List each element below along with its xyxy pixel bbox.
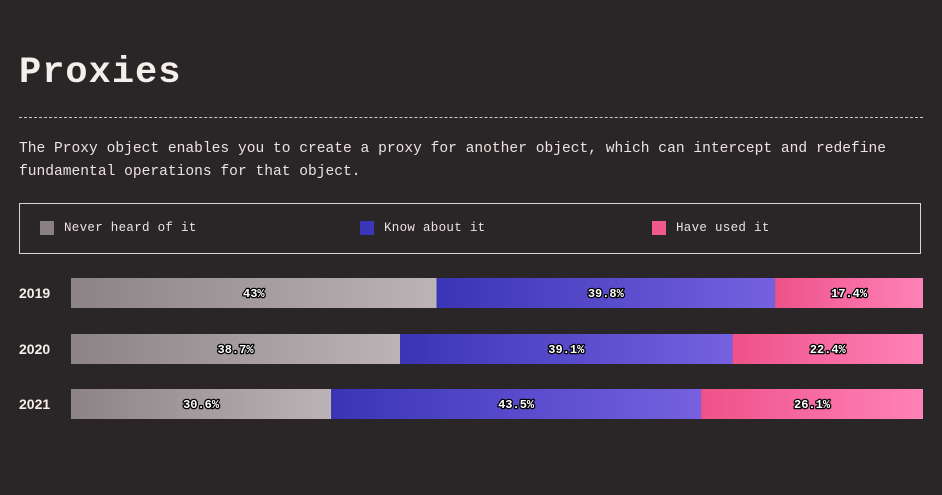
legend-item-have-used[interactable]: Have used it bbox=[652, 221, 770, 235]
legend-swatch-know-about bbox=[360, 221, 374, 235]
legend-label-have-used: Have used it bbox=[676, 221, 770, 235]
year-label-2019: 2019 bbox=[19, 285, 50, 301]
legend-swatch-have-used bbox=[652, 221, 666, 235]
bar-segment-know-about-2021[interactable] bbox=[331, 389, 702, 419]
value-label-have-used-2021: 26.1% bbox=[794, 398, 831, 412]
legend-label-never-heard: Never heard of it bbox=[64, 221, 197, 235]
chart-legend: Never heard of it Know about it Have use… bbox=[19, 203, 921, 254]
year-label-2020: 2020 bbox=[19, 341, 50, 357]
value-label-never-heard-2021: 30.6% bbox=[183, 398, 220, 412]
bar-segment-know-about-2019[interactable] bbox=[436, 278, 776, 308]
legend-swatch-never-heard bbox=[40, 221, 54, 235]
bar-segment-never-heard-2020[interactable] bbox=[71, 334, 401, 364]
bar-segment-never-heard-2019[interactable] bbox=[71, 278, 437, 308]
page-title: Proxies bbox=[19, 52, 182, 94]
value-label-know-about-2021: 43.5% bbox=[498, 398, 535, 412]
value-label-never-heard-2019: 43% bbox=[243, 287, 265, 301]
section-description: The Proxy object enables you to create a… bbox=[19, 141, 887, 180]
value-label-have-used-2019: 17.4% bbox=[831, 287, 868, 301]
legend-item-know-about[interactable]: Know about it bbox=[360, 221, 485, 235]
bar-segment-have-used-2020[interactable] bbox=[732, 334, 923, 364]
value-label-know-about-2019: 39.8% bbox=[588, 287, 625, 301]
bar-segment-know-about-2020[interactable] bbox=[400, 334, 733, 364]
legend-label-know-about: Know about it bbox=[384, 221, 486, 235]
bar-segment-have-used-2019[interactable] bbox=[775, 278, 923, 308]
bar-segment-have-used-2021[interactable] bbox=[701, 389, 923, 419]
legend-item-never-heard[interactable]: Never heard of it bbox=[40, 221, 197, 235]
value-label-have-used-2020: 22.4% bbox=[810, 343, 847, 357]
value-label-know-about-2020: 39.1% bbox=[548, 343, 585, 357]
bar-segment-never-heard-2021[interactable] bbox=[71, 389, 332, 419]
value-label-never-heard-2020: 38.7% bbox=[218, 343, 255, 357]
title-divider bbox=[19, 117, 923, 118]
year-label-2021: 2021 bbox=[19, 396, 50, 412]
